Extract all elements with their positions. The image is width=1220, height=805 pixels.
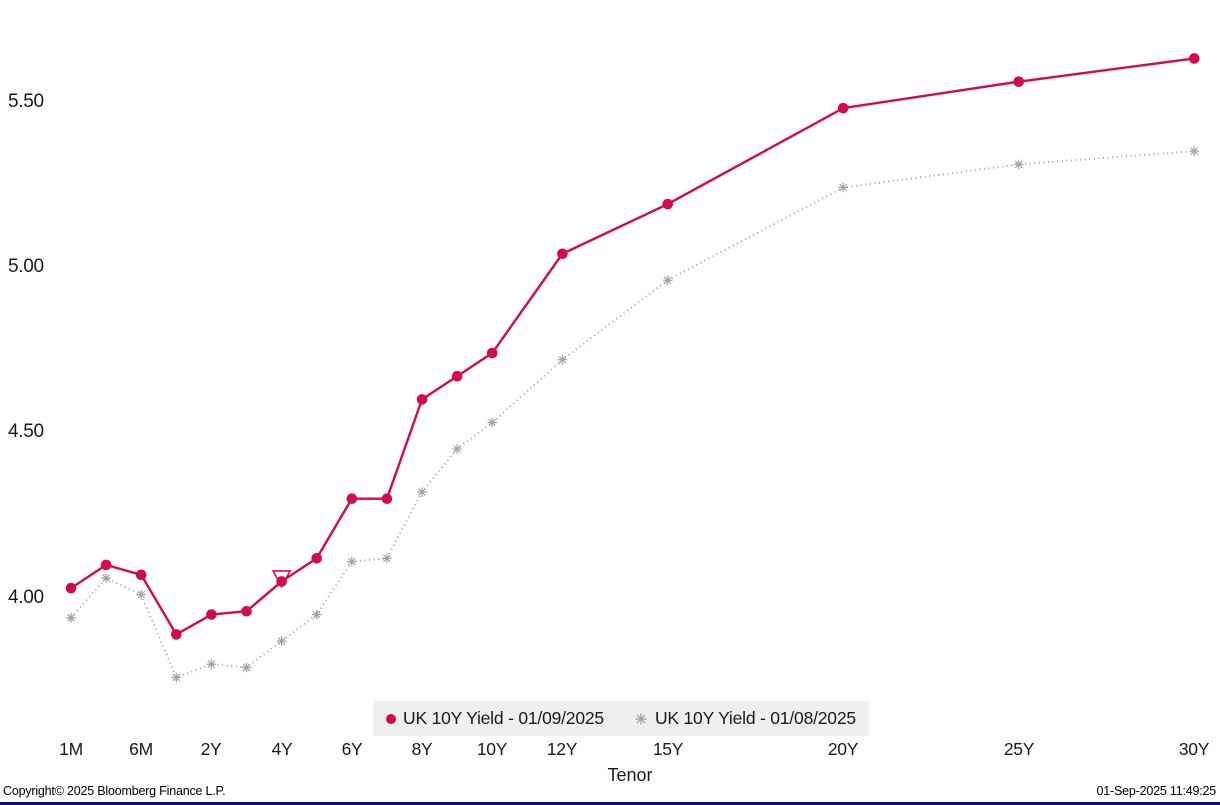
data-point-marker — [417, 487, 427, 497]
data-point-marker — [276, 636, 287, 646]
data-point-marker — [65, 582, 77, 594]
y-tick-label: 5.00 — [8, 256, 44, 277]
data-point-marker — [206, 659, 217, 669]
y-tick-label: 4.50 — [8, 421, 44, 442]
x-tick-label: 10Y — [476, 739, 508, 759]
x-tick-label: 8Y — [411, 739, 433, 759]
x-tick-label: 12Y — [546, 739, 578, 759]
data-point-marker — [451, 370, 463, 382]
data-point-marker — [557, 248, 568, 260]
data-point-marker — [662, 198, 673, 210]
timestamp-text: 01-Sep-2025 11:49:25 — [1096, 784, 1217, 798]
x-tick-label: 6M — [129, 739, 153, 759]
series-previous — [66, 146, 1199, 683]
data-point-marker — [171, 629, 182, 640]
data-point-marker — [241, 662, 252, 673]
y-tick-label: 4.00 — [8, 587, 44, 608]
data-point-marker — [135, 569, 147, 581]
data-point-marker — [311, 609, 322, 620]
series-line — [70, 150, 1195, 679]
data-point-marker — [100, 559, 112, 571]
data-point-marker — [1013, 76, 1024, 87]
copyright-text: Copyright© 2025 Bloomberg Finance L.P. — [3, 784, 226, 798]
x-axis-title: Tenor — [607, 765, 653, 785]
data-point-marker — [1189, 146, 1199, 156]
data-point-marker — [837, 102, 849, 114]
x-tick-label: 4Y — [271, 739, 293, 759]
annotation-layer — [271, 570, 292, 589]
legend-item-previous: UK 10Y Yield - 01/08/2025 — [634, 708, 856, 729]
data-point-marker — [311, 552, 323, 564]
data-point-marker — [1013, 159, 1024, 170]
data-point-marker — [381, 493, 393, 505]
data-point-marker — [276, 576, 287, 587]
x-tick-label: 30Y — [1178, 739, 1210, 759]
series-line — [70, 57, 1195, 636]
data-point-marker — [662, 275, 673, 286]
data-point-marker — [1188, 53, 1200, 64]
legend-label: UK 10Y Yield - 01/08/2025 — [654, 708, 856, 728]
data-point-marker — [487, 417, 497, 428]
asterisk-marker-icon — [635, 713, 647, 724]
data-point-marker — [347, 556, 357, 567]
x-tick-label: 15Y — [652, 739, 684, 759]
x-tick-label: 1M — [59, 739, 83, 759]
series-current — [65, 53, 1200, 640]
data-point-marker — [101, 573, 111, 583]
data-point-marker — [241, 605, 252, 617]
chart-legend: UK 10Y Yield - 01/09/2025 UK 10Y Yield -… — [373, 701, 869, 736]
x-tick-label: 25Y — [1003, 739, 1035, 759]
data-point-marker — [486, 347, 498, 359]
bottom-border-bar — [0, 802, 1220, 805]
x-tick-label: 2Y — [200, 739, 222, 759]
y-tick-label: 5.50 — [8, 91, 44, 112]
data-point-marker — [838, 182, 848, 193]
data-point-marker — [382, 553, 392, 564]
x-tick-label: 20Y — [827, 739, 859, 759]
series-layer — [65, 53, 1200, 683]
data-point-marker — [206, 609, 217, 620]
x-tick-label: 6Y — [341, 739, 363, 759]
data-point-marker — [452, 444, 462, 454]
data-point-marker — [66, 613, 76, 623]
data-point-marker — [171, 672, 182, 683]
red-dot-marker-icon — [386, 713, 396, 724]
legend-label: UK 10Y Yield - 01/09/2025 — [403, 708, 604, 728]
open-triangle-down-annotation — [271, 570, 292, 589]
legend-item-current: UK 10Y Yield - 01/09/2025 — [386, 708, 604, 729]
data-point-marker — [346, 493, 358, 505]
data-point-marker — [416, 394, 428, 405]
data-point-marker — [136, 589, 146, 600]
data-point-marker — [557, 354, 568, 365]
